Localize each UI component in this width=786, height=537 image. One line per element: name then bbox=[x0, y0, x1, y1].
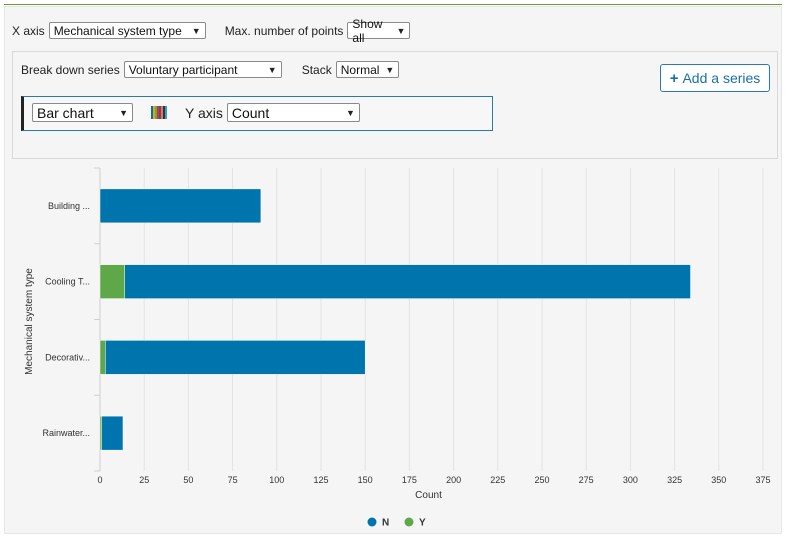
palette-swatch bbox=[157, 106, 159, 119]
series-controls: Break down series Voluntary participant … bbox=[21, 61, 399, 78]
legend-label-y: Y bbox=[419, 518, 426, 529]
bar-segment-n bbox=[124, 264, 691, 299]
chevron-down-icon: ▼ bbox=[396, 25, 406, 36]
x-tick-label: 125 bbox=[313, 475, 328, 485]
breakdown-label: Break down series bbox=[21, 62, 120, 77]
x-tick-label: 50 bbox=[183, 475, 193, 485]
chevron-down-icon: ▼ bbox=[385, 64, 395, 75]
x-axis-title: Count bbox=[415, 490, 442, 501]
top-controls: X axis Mechanical system type ▼ Max. num… bbox=[12, 17, 411, 45]
max-points-label: Max. number of points bbox=[224, 23, 344, 38]
x-tick-label: 225 bbox=[490, 475, 505, 485]
y-axis-select-value: Count bbox=[231, 104, 270, 121]
y-tick-label: Rainwater... bbox=[42, 428, 90, 438]
x-tick-label: 150 bbox=[358, 475, 373, 485]
series-panel: Break down series Voluntary participant … bbox=[12, 51, 778, 159]
stack-select-value: Normal bbox=[340, 62, 380, 77]
x-tick-label: 350 bbox=[711, 475, 726, 485]
max-points-select-value: Show all bbox=[352, 16, 383, 45]
y-axis-select[interactable]: Count ▼ bbox=[226, 103, 360, 122]
chevron-down-icon: ▼ bbox=[191, 25, 201, 36]
palette-swatch bbox=[165, 106, 167, 119]
legend-marker-n bbox=[367, 517, 377, 527]
x-tick-label: 325 bbox=[667, 475, 682, 485]
x-tick-label: 175 bbox=[402, 475, 417, 485]
bar-segment-y bbox=[99, 264, 126, 299]
palette-swatch bbox=[153, 106, 155, 119]
legend-label-n: N bbox=[382, 518, 389, 529]
bar-segment-n bbox=[99, 188, 262, 224]
y-axis-label: Y axis bbox=[185, 104, 223, 121]
palette-swatch bbox=[151, 106, 153, 119]
x-axis-label: X axis bbox=[12, 23, 45, 38]
stack-select[interactable]: Normal ▼ bbox=[335, 61, 399, 78]
stack-label: Stack bbox=[301, 62, 332, 77]
bar-segment-y bbox=[99, 340, 106, 375]
add-series-label: Add a series bbox=[682, 70, 761, 86]
bar-chart: 0 25 50 75 100 125 150 175 200 225 250 275 300 325 350… bbox=[24, 167, 771, 529]
series-config: Bar chart ▼ Y axis Count ▼ bbox=[21, 96, 493, 131]
x-tick-label: 375 bbox=[755, 475, 770, 485]
top-divider bbox=[4, 4, 782, 5]
x-axis-select-value: Mechanical system type bbox=[53, 23, 182, 38]
bar-segment-n bbox=[101, 415, 124, 451]
y-tick-label: Cooling T... bbox=[45, 277, 90, 287]
x-tick-label: 100 bbox=[269, 475, 284, 485]
max-points-select[interactable]: Show all ▼ bbox=[347, 17, 411, 45]
color-palette-icon[interactable] bbox=[151, 106, 167, 119]
chart-type-select[interactable]: Bar chart ▼ bbox=[32, 103, 133, 122]
x-tick-label: 275 bbox=[579, 475, 594, 485]
legend-marker-y bbox=[404, 517, 414, 527]
add-series-button[interactable]: + Add a series bbox=[660, 64, 770, 92]
x-tick-label: 0 bbox=[97, 475, 102, 485]
x-tick-label: 75 bbox=[228, 475, 238, 485]
y-tick-label: Building ... bbox=[48, 201, 90, 211]
series-config-row: Bar chart ▼ Y axis Count ▼ bbox=[32, 103, 360, 122]
y-axis-title: Mechanical system type bbox=[24, 268, 35, 375]
bar-segment-n bbox=[105, 340, 366, 375]
palette-swatch bbox=[161, 106, 163, 119]
palette-swatch bbox=[163, 106, 165, 119]
x-tick-label: 25 bbox=[139, 475, 149, 485]
chevron-down-icon: ▼ bbox=[119, 107, 128, 118]
breakdown-select[interactable]: Voluntary participant ▼ bbox=[123, 61, 282, 78]
breakdown-select-value: Voluntary participant bbox=[128, 62, 238, 77]
palette-swatch bbox=[155, 106, 157, 119]
x-tick-label: 200 bbox=[446, 475, 461, 485]
chart-area: 0 25 50 75 100 125 150 175 200 225 250 275 300 325 350… bbox=[0, 160, 786, 535]
palette-swatch bbox=[159, 106, 161, 119]
bar-segment-y bbox=[99, 415, 103, 451]
plus-icon: + bbox=[669, 69, 679, 87]
x-tick-label: 300 bbox=[623, 475, 638, 485]
x-tick-label: 250 bbox=[534, 475, 549, 485]
y-tick-label: Decorativ... bbox=[45, 352, 90, 362]
chart-type-select-value: Bar chart bbox=[37, 104, 94, 121]
x-axis-select[interactable]: Mechanical system type ▼ bbox=[48, 22, 206, 39]
chevron-down-icon: ▼ bbox=[267, 64, 277, 75]
chevron-down-icon: ▼ bbox=[345, 107, 355, 118]
